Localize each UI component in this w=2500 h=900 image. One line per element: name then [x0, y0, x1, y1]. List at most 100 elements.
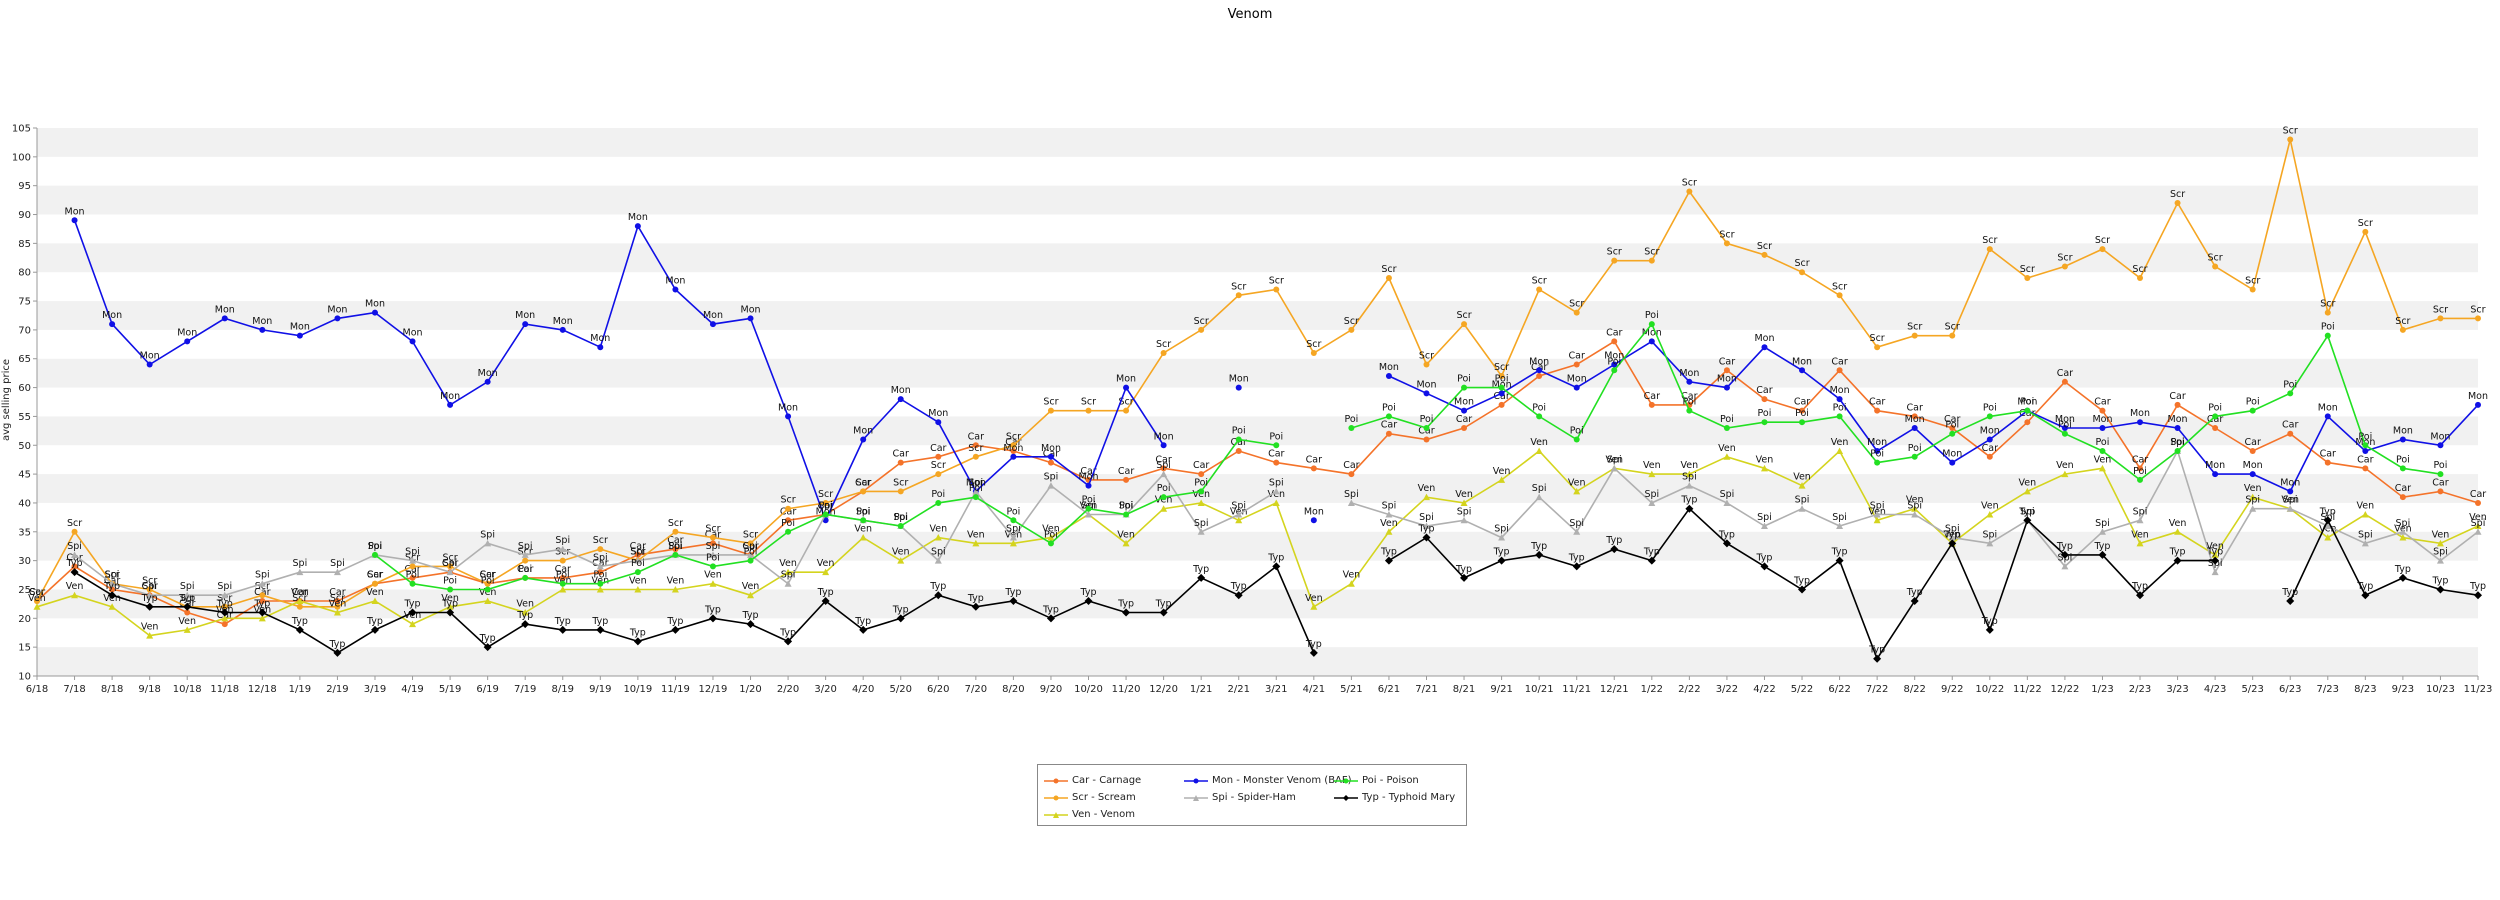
- data-point: [1723, 453, 1731, 460]
- data-point: [1423, 390, 1430, 397]
- data-point: [972, 539, 980, 547]
- point-label: Car: [517, 564, 533, 575]
- data-point: [1235, 436, 1242, 443]
- legend-item-typhoid-mary: Typ - Typhoid Mary: [1334, 790, 1462, 806]
- point-label: Poi: [2096, 437, 2110, 448]
- x-tick-label: 9/19: [589, 684, 611, 695]
- point-label: Mon: [2092, 414, 2112, 425]
- x-tick-label: 10/19: [623, 684, 652, 695]
- data-point: [1799, 269, 1806, 276]
- point-label: Poi: [1645, 310, 1659, 321]
- data-point: [2437, 471, 2444, 478]
- series-line: [36, 139, 2478, 608]
- grid-band: [37, 647, 2478, 676]
- data-point: [484, 597, 492, 605]
- point-label: Ven: [1493, 466, 1511, 477]
- data-point: [146, 591, 154, 599]
- point-label: Typ: [666, 616, 683, 627]
- point-label: Typ: [1530, 541, 1547, 552]
- data-point: [1686, 407, 1693, 414]
- point-label: Ven: [2019, 477, 2037, 488]
- point-label: Scr: [968, 443, 983, 454]
- y-tick-label: 90: [18, 210, 31, 221]
- data-point: [447, 401, 454, 408]
- point-label: Mon: [1041, 443, 1061, 454]
- data-point: [746, 620, 755, 629]
- point-label: Spi: [668, 541, 683, 552]
- point-label: Typ: [591, 616, 608, 627]
- point-label: Ven: [2131, 529, 2149, 540]
- point-label: Scr: [443, 552, 458, 563]
- data-point: [1273, 459, 1280, 466]
- point-label: Scr: [255, 581, 270, 592]
- point-label: Spi: [743, 541, 758, 552]
- data-point: [333, 568, 341, 576]
- point-label: Poi: [781, 518, 795, 529]
- data-point: [1723, 424, 1730, 431]
- y-tick-label: 35: [18, 527, 31, 538]
- data-point: [409, 557, 417, 564]
- data-point: [597, 344, 604, 351]
- data-point: [296, 568, 304, 576]
- data-point: [409, 574, 416, 581]
- point-label: Poi: [1044, 529, 1058, 540]
- data-point: [409, 338, 416, 345]
- data-point: [484, 580, 491, 587]
- data-point: [559, 326, 566, 333]
- data-point: [296, 332, 303, 339]
- data-point: [109, 321, 116, 328]
- point-label: Poi: [2058, 420, 2072, 431]
- data-point: [1422, 493, 1430, 501]
- point-label: Mon: [778, 402, 798, 413]
- point-label: Poi: [368, 541, 382, 552]
- data-point: [2098, 464, 2106, 472]
- point-label: Car: [329, 587, 345, 598]
- x-tick-label: 6/22: [1828, 684, 1850, 695]
- point-label: Typ: [2169, 547, 2186, 558]
- data-point: [1874, 344, 1881, 351]
- point-label: Poi: [819, 500, 833, 511]
- data-point: [2323, 516, 2332, 525]
- data-point: [1423, 424, 1430, 431]
- point-label: Spi: [2358, 529, 2373, 540]
- x-tick-label: 1/23: [2091, 684, 2113, 695]
- x-tick-label: 3/19: [364, 684, 386, 695]
- data-point: [747, 551, 755, 558]
- legend-item-venom: Ven - Venom: [1044, 807, 1184, 823]
- point-label: Mon: [1529, 356, 1549, 367]
- point-label: Poi: [631, 558, 645, 569]
- point-label: Poi: [406, 570, 420, 581]
- data-point: [334, 603, 341, 610]
- point-label: Mon: [1116, 374, 1136, 385]
- point-label: Poi: [1157, 483, 1171, 494]
- data-point: [1986, 453, 1993, 460]
- data-point: [2061, 430, 2068, 437]
- point-label: Spi: [968, 477, 983, 488]
- data-point: [1611, 338, 1618, 345]
- data-point: [2324, 332, 2331, 339]
- data-point: [2061, 424, 2068, 431]
- point-label: Ven: [742, 581, 760, 592]
- point-label: Spi: [1006, 524, 1021, 535]
- data-point: [1874, 407, 1881, 414]
- data-point: [597, 546, 604, 553]
- data-point: [1949, 332, 1956, 339]
- point-label: Scr: [1494, 362, 1509, 373]
- series-layer: Car Car Car Car Car Car Car Car Car Car Car Car Car C…: [28, 126, 2488, 663]
- data-point: [1948, 534, 1956, 541]
- data-point: [1047, 534, 1055, 541]
- point-label: Car: [1681, 391, 1697, 402]
- data-point: [1348, 326, 1355, 333]
- x-tick-label: 7/21: [1415, 684, 1437, 695]
- x-tick-label: 3/21: [1265, 684, 1287, 695]
- data-point: [747, 557, 754, 564]
- x-tick-label: 6/21: [1378, 684, 1400, 695]
- point-label: Car: [479, 570, 495, 581]
- data-point: [2399, 465, 2406, 472]
- point-label: Spi: [1269, 477, 1284, 488]
- data-point: [371, 597, 379, 605]
- data-point: [2212, 263, 2219, 270]
- y-tick-label: 50: [18, 441, 31, 452]
- point-label: Mon: [1078, 472, 1098, 483]
